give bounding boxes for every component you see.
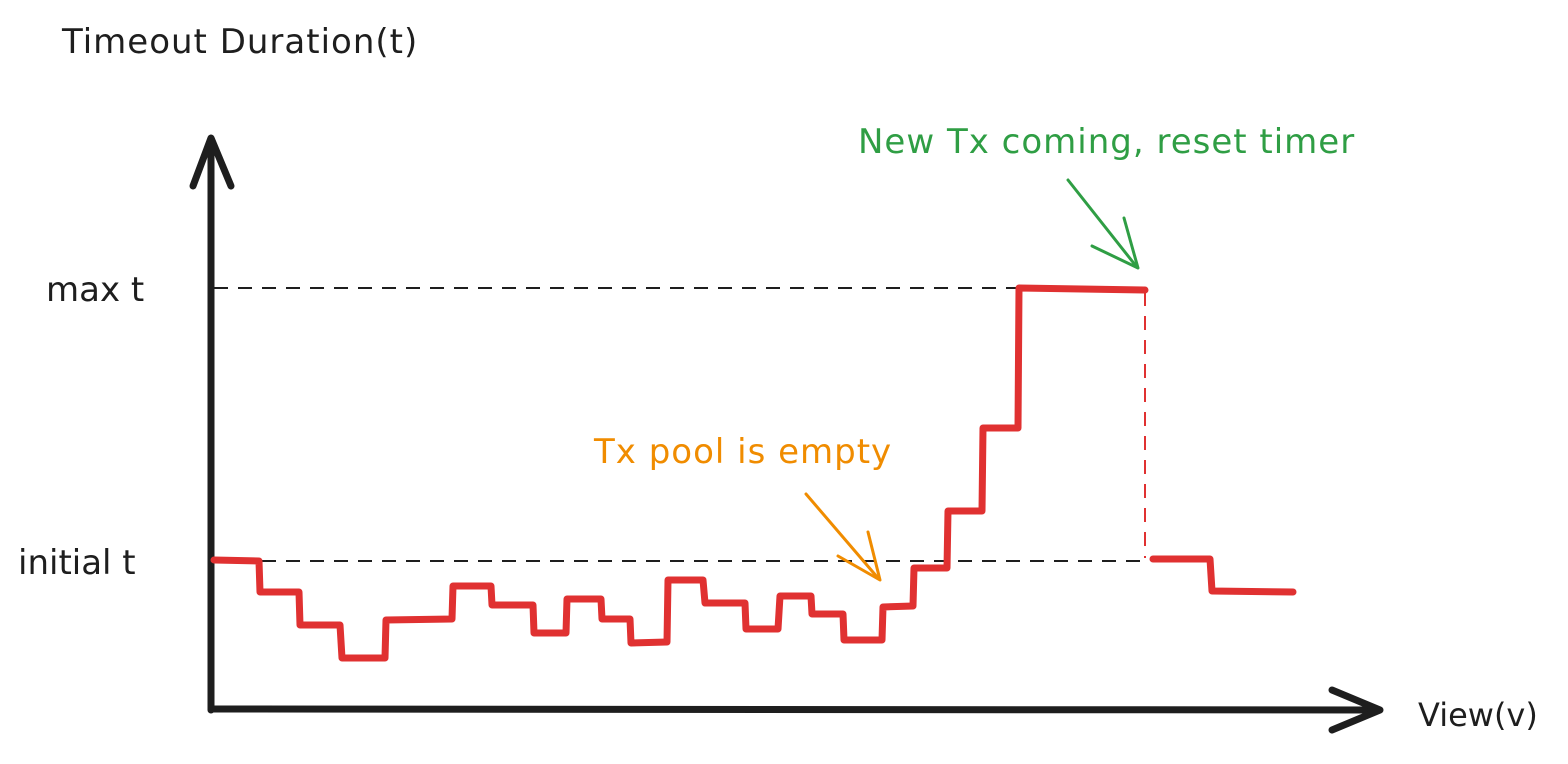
new-tx-arrow-shaft bbox=[1066, 178, 1138, 268]
y-axis-arrowhead bbox=[189, 134, 235, 190]
x-axis bbox=[207, 705, 1382, 714]
x-axis-title: View(v) bbox=[1418, 696, 1538, 734]
initial-t-label: initial t bbox=[18, 543, 136, 583]
y-axis-title: Timeout Duration(t) bbox=[62, 22, 419, 62]
new-tx-arrow-head bbox=[1090, 216, 1140, 270]
max-t-label: max t bbox=[46, 270, 145, 310]
pool-empty-annotation: Tx pool is empty bbox=[594, 432, 893, 472]
timeout-step-line bbox=[210, 284, 1297, 662]
pool-empty-arrow-head bbox=[836, 530, 882, 582]
new-tx-annotation: New Tx coming, reset timer bbox=[858, 122, 1356, 162]
pool-empty-arrow-shaft bbox=[804, 492, 880, 580]
x-axis-arrowhead bbox=[1328, 686, 1384, 734]
